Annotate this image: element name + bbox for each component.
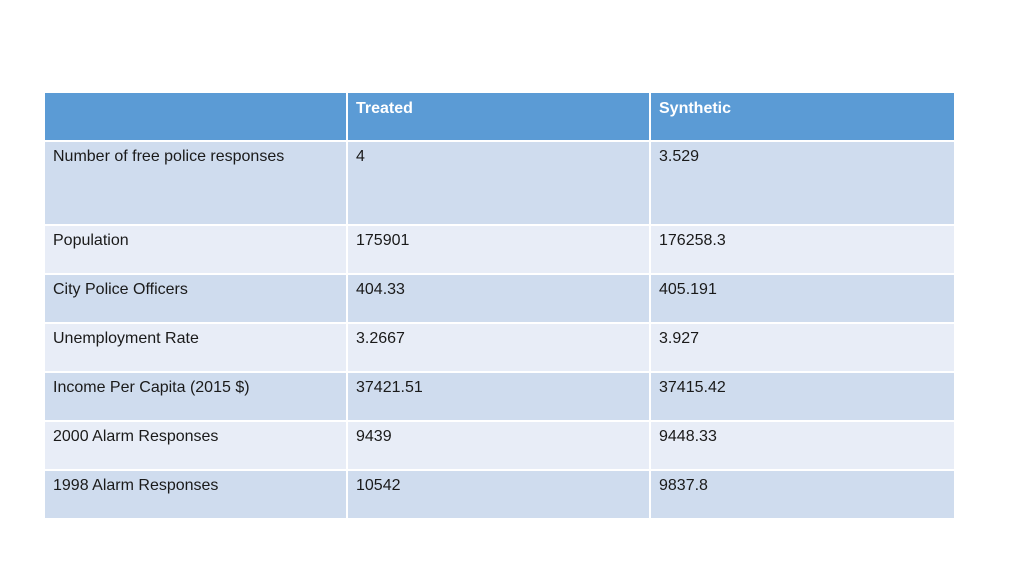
treated-value: 10542 — [346, 469, 651, 520]
row-label: Population — [43, 224, 348, 275]
comparison-table: Treated Synthetic Number of free police … — [43, 91, 956, 520]
row-label: Income Per Capita (2015 $) — [43, 371, 348, 422]
table-row: Number of free police responses 4 3.529 — [43, 140, 956, 226]
header-cell-treated: Treated — [346, 91, 651, 142]
row-label: 1998 Alarm Responses — [43, 469, 348, 520]
synthetic-value: 37415.42 — [649, 371, 956, 422]
treated-value: 9439 — [346, 420, 651, 471]
treated-value: 3.2667 — [346, 322, 651, 373]
synthetic-value: 3.529 — [649, 140, 956, 226]
treated-value: 175901 — [346, 224, 651, 275]
table-row: 1998 Alarm Responses 10542 9837.8 — [43, 469, 956, 520]
synthetic-value: 176258.3 — [649, 224, 956, 275]
treated-value: 37421.51 — [346, 371, 651, 422]
header-cell-synthetic: Synthetic — [649, 91, 956, 142]
header-cell-empty — [43, 91, 348, 142]
table-row: Income Per Capita (2015 $) 37421.51 3741… — [43, 371, 956, 422]
row-label: Number of free police responses — [43, 140, 348, 226]
treated-value: 404.33 — [346, 273, 651, 324]
table-row: Unemployment Rate 3.2667 3.927 — [43, 322, 956, 373]
synthetic-value: 3.927 — [649, 322, 956, 373]
treated-value: 4 — [346, 140, 651, 226]
synthetic-value: 9448.33 — [649, 420, 956, 471]
synthetic-value: 405.191 — [649, 273, 956, 324]
table-header-row: Treated Synthetic — [43, 91, 956, 142]
table-row: Population 175901 176258.3 — [43, 224, 956, 275]
synthetic-value: 9837.8 — [649, 469, 956, 520]
row-label: City Police Officers — [43, 273, 348, 324]
row-label: 2000 Alarm Responses — [43, 420, 348, 471]
table-row: 2000 Alarm Responses 9439 9448.33 — [43, 420, 956, 471]
table-row: City Police Officers 404.33 405.191 — [43, 273, 956, 324]
row-label: Unemployment Rate — [43, 322, 348, 373]
